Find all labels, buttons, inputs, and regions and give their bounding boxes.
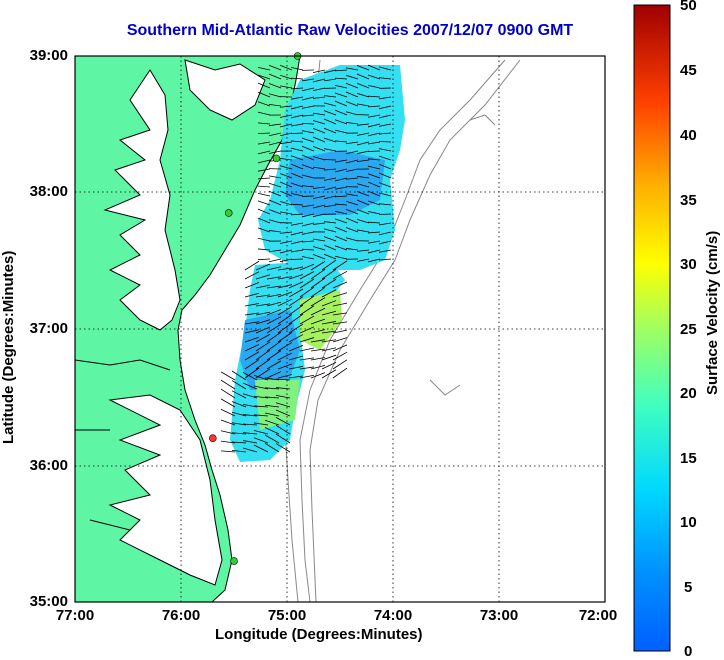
y-axis-title: Latitude (Degrees:Minutes) — [0, 251, 17, 444]
colorbar-tick-label: 35 — [680, 192, 697, 209]
colorbar-tick-label: 0 — [684, 643, 692, 660]
colorbar-tick-label: 40 — [680, 127, 697, 144]
x-tick-label: 74:00 — [363, 607, 423, 624]
y-tick-label: 37:00 — [8, 320, 68, 337]
station-marker — [209, 435, 216, 442]
y-tick-label: 36:00 — [8, 457, 68, 474]
colorbar-tick-label: 25 — [680, 321, 697, 338]
station-marker — [225, 209, 232, 216]
colorbar-tick-label: 10 — [680, 514, 697, 531]
station-marker — [273, 155, 280, 162]
x-tick-label: 72:00 — [568, 607, 628, 624]
x-tick-label: 73:00 — [469, 607, 529, 624]
y-tick-label: 39:00 — [8, 47, 68, 64]
colorbar-tick-label: 30 — [680, 256, 697, 273]
x-tick-label: 76:00 — [151, 607, 211, 624]
colorbar-title: Surface Velocity (cm/s) — [704, 231, 721, 395]
x-tick-label: 77:00 — [45, 607, 105, 624]
colorbar — [634, 5, 670, 651]
x-axis-title: Longitude (Degrees:Minutes) — [215, 626, 423, 643]
colorbar-tick-label: 5 — [684, 579, 692, 596]
colorbar-tick-label: 50 — [680, 0, 697, 14]
colorbar-tick-label: 45 — [680, 62, 697, 79]
velocity-arrow — [291, 259, 303, 260]
x-tick-label: 75:00 — [257, 607, 317, 624]
colorbar-tick-label: 20 — [680, 385, 697, 402]
station-marker — [231, 558, 238, 565]
y-tick-label: 38:00 — [8, 183, 68, 200]
colorbar-tick-label: 15 — [680, 450, 697, 467]
